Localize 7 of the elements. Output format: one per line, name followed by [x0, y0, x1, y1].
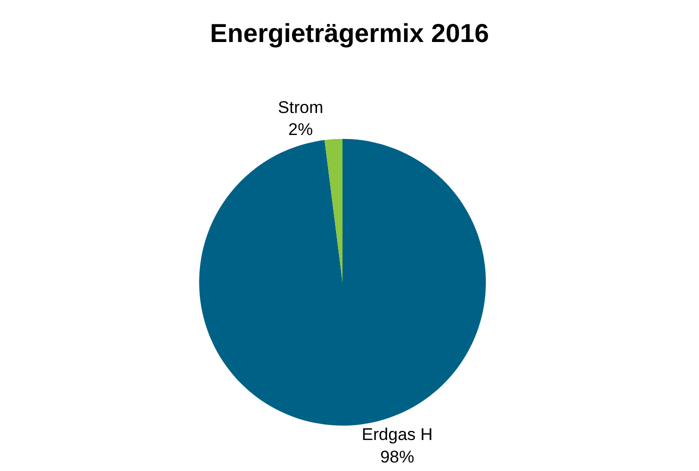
slice-label: Strom: [278, 98, 324, 118]
data-label: 98%: [380, 447, 414, 466]
pie-slice: [199, 138, 486, 426]
slice-label: Erdgas H: [362, 425, 433, 444]
chart-title: Energieträgermix 2016: [210, 18, 489, 48]
data-label: 2%: [288, 120, 313, 140]
pie-slice: [324, 138, 343, 282]
